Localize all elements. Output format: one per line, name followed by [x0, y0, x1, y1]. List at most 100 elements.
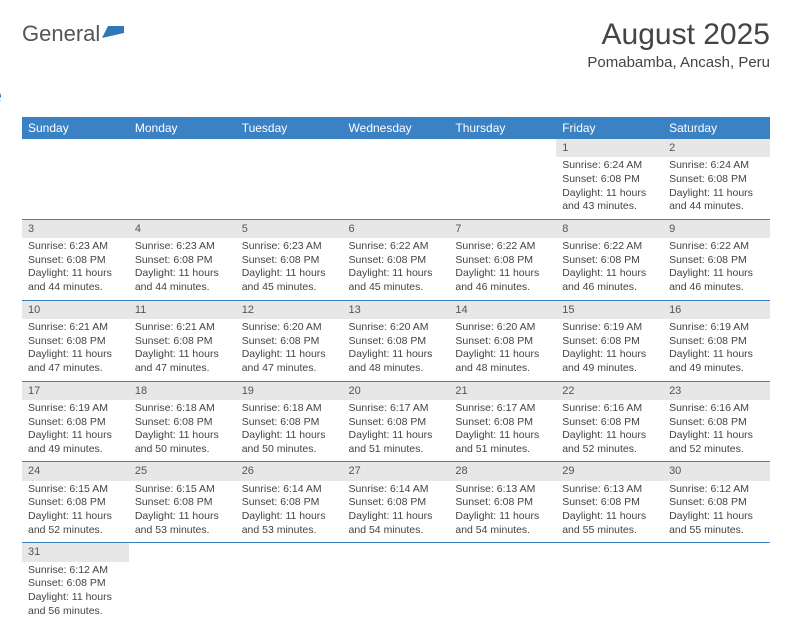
- sunset-text: Sunset: 6:08 PM: [28, 254, 123, 268]
- calendar-header-row: SundayMondayTuesdayWednesdayThursdayFrid…: [22, 117, 770, 139]
- weekday-header: Friday: [556, 117, 663, 139]
- daylight-text: Daylight: 11 hours and 53 minutes.: [242, 510, 337, 537]
- logo-text-general: General: [22, 21, 100, 47]
- calendar-cell: 17Sunrise: 6:19 AMSunset: 6:08 PMDayligh…: [22, 381, 129, 462]
- daylight-text: Daylight: 11 hours and 49 minutes.: [562, 348, 657, 375]
- calendar-cell: 10Sunrise: 6:21 AMSunset: 6:08 PMDayligh…: [22, 300, 129, 381]
- sunset-text: Sunset: 6:08 PM: [135, 335, 230, 349]
- sunrise-text: Sunrise: 6:14 AM: [349, 483, 444, 497]
- calendar-week-row: 10Sunrise: 6:21 AMSunset: 6:08 PMDayligh…: [22, 300, 770, 381]
- day-number: 3: [22, 220, 129, 238]
- day-number: 12: [236, 301, 343, 319]
- sunrise-text: Sunrise: 6:23 AM: [242, 240, 337, 254]
- day-number: 6: [343, 220, 450, 238]
- daylight-text: Daylight: 11 hours and 47 minutes.: [242, 348, 337, 375]
- sunset-text: Sunset: 6:08 PM: [135, 416, 230, 430]
- day-number: 13: [343, 301, 450, 319]
- sunrise-text: Sunrise: 6:24 AM: [669, 159, 764, 173]
- sunset-text: Sunset: 6:08 PM: [28, 335, 123, 349]
- sunrise-text: Sunrise: 6:21 AM: [135, 321, 230, 335]
- weekday-header: Tuesday: [236, 117, 343, 139]
- calendar-cell: 16Sunrise: 6:19 AMSunset: 6:08 PMDayligh…: [663, 300, 770, 381]
- calendar-cell: [129, 543, 236, 623]
- sunset-text: Sunset: 6:08 PM: [349, 496, 444, 510]
- calendar-cell: 1Sunrise: 6:24 AMSunset: 6:08 PMDaylight…: [556, 139, 663, 219]
- day-number: 31: [22, 543, 129, 561]
- day-number: 5: [236, 220, 343, 238]
- sunset-text: Sunset: 6:08 PM: [669, 173, 764, 187]
- sunset-text: Sunset: 6:08 PM: [135, 496, 230, 510]
- daylight-text: Daylight: 11 hours and 47 minutes.: [135, 348, 230, 375]
- sunrise-text: Sunrise: 6:20 AM: [455, 321, 550, 335]
- calendar-cell: 22Sunrise: 6:16 AMSunset: 6:08 PMDayligh…: [556, 381, 663, 462]
- calendar-cell: 7Sunrise: 6:22 AMSunset: 6:08 PMDaylight…: [449, 219, 556, 300]
- calendar-cell: 24Sunrise: 6:15 AMSunset: 6:08 PMDayligh…: [22, 462, 129, 543]
- calendar-cell: 21Sunrise: 6:17 AMSunset: 6:08 PMDayligh…: [449, 381, 556, 462]
- calendar-cell: 31Sunrise: 6:12 AMSunset: 6:08 PMDayligh…: [22, 543, 129, 623]
- calendar-table: SundayMondayTuesdayWednesdayThursdayFrid…: [22, 117, 770, 623]
- sunset-text: Sunset: 6:08 PM: [455, 416, 550, 430]
- day-number: 26: [236, 462, 343, 480]
- month-title: August 2025: [587, 18, 770, 52]
- calendar-week-row: 31Sunrise: 6:12 AMSunset: 6:08 PMDayligh…: [22, 543, 770, 623]
- calendar-week-row: 1Sunrise: 6:24 AMSunset: 6:08 PMDaylight…: [22, 139, 770, 219]
- daylight-text: Daylight: 11 hours and 46 minutes.: [562, 267, 657, 294]
- day-number: 14: [449, 301, 556, 319]
- calendar-cell: 26Sunrise: 6:14 AMSunset: 6:08 PMDayligh…: [236, 462, 343, 543]
- day-number: 21: [449, 382, 556, 400]
- day-number: 23: [663, 382, 770, 400]
- day-number: 30: [663, 462, 770, 480]
- sunset-text: Sunset: 6:08 PM: [242, 416, 337, 430]
- sunrise-text: Sunrise: 6:12 AM: [28, 564, 123, 578]
- sunrise-text: Sunrise: 6:22 AM: [455, 240, 550, 254]
- calendar-cell: [449, 543, 556, 623]
- sunset-text: Sunset: 6:08 PM: [28, 496, 123, 510]
- sunset-text: Sunset: 6:08 PM: [455, 496, 550, 510]
- sunrise-text: Sunrise: 6:12 AM: [669, 483, 764, 497]
- calendar-cell: [236, 139, 343, 219]
- day-number: 24: [22, 462, 129, 480]
- sunset-text: Sunset: 6:08 PM: [455, 254, 550, 268]
- sunrise-text: Sunrise: 6:23 AM: [135, 240, 230, 254]
- day-number: 4: [129, 220, 236, 238]
- daylight-text: Daylight: 11 hours and 44 minutes.: [28, 267, 123, 294]
- sunrise-text: Sunrise: 6:19 AM: [28, 402, 123, 416]
- calendar-cell: 19Sunrise: 6:18 AMSunset: 6:08 PMDayligh…: [236, 381, 343, 462]
- daylight-text: Daylight: 11 hours and 50 minutes.: [242, 429, 337, 456]
- day-number: 27: [343, 462, 450, 480]
- sunset-text: Sunset: 6:08 PM: [669, 335, 764, 349]
- sunrise-text: Sunrise: 6:21 AM: [28, 321, 123, 335]
- daylight-text: Daylight: 11 hours and 47 minutes.: [28, 348, 123, 375]
- calendar-cell: 11Sunrise: 6:21 AMSunset: 6:08 PMDayligh…: [129, 300, 236, 381]
- sunrise-text: Sunrise: 6:23 AM: [28, 240, 123, 254]
- day-number: 22: [556, 382, 663, 400]
- daylight-text: Daylight: 11 hours and 51 minutes.: [455, 429, 550, 456]
- calendar-cell: 9Sunrise: 6:22 AMSunset: 6:08 PMDaylight…: [663, 219, 770, 300]
- daylight-text: Daylight: 11 hours and 52 minutes.: [669, 429, 764, 456]
- sunrise-text: Sunrise: 6:13 AM: [562, 483, 657, 497]
- daylight-text: Daylight: 11 hours and 55 minutes.: [562, 510, 657, 537]
- calendar-cell: 5Sunrise: 6:23 AMSunset: 6:08 PMDaylight…: [236, 219, 343, 300]
- calendar-cell: 23Sunrise: 6:16 AMSunset: 6:08 PMDayligh…: [663, 381, 770, 462]
- sunset-text: Sunset: 6:08 PM: [562, 254, 657, 268]
- calendar-cell: 13Sunrise: 6:20 AMSunset: 6:08 PMDayligh…: [343, 300, 450, 381]
- calendar-week-row: 24Sunrise: 6:15 AMSunset: 6:08 PMDayligh…: [22, 462, 770, 543]
- calendar-cell: [22, 139, 129, 219]
- day-number: 25: [129, 462, 236, 480]
- sunrise-text: Sunrise: 6:22 AM: [349, 240, 444, 254]
- sunrise-text: Sunrise: 6:20 AM: [349, 321, 444, 335]
- logo: General: [22, 18, 124, 47]
- day-number: 29: [556, 462, 663, 480]
- weekday-header: Thursday: [449, 117, 556, 139]
- day-number: 19: [236, 382, 343, 400]
- calendar-cell: 27Sunrise: 6:14 AMSunset: 6:08 PMDayligh…: [343, 462, 450, 543]
- daylight-text: Daylight: 11 hours and 45 minutes.: [349, 267, 444, 294]
- sunrise-text: Sunrise: 6:20 AM: [242, 321, 337, 335]
- day-number: 18: [129, 382, 236, 400]
- sunrise-text: Sunrise: 6:22 AM: [562, 240, 657, 254]
- day-number: 7: [449, 220, 556, 238]
- weekday-header: Sunday: [22, 117, 129, 139]
- calendar-cell: 30Sunrise: 6:12 AMSunset: 6:08 PMDayligh…: [663, 462, 770, 543]
- day-number: 8: [556, 220, 663, 238]
- sunrise-text: Sunrise: 6:15 AM: [135, 483, 230, 497]
